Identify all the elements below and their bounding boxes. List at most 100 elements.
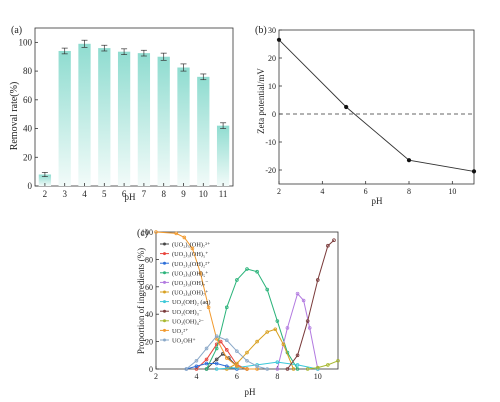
panel-c-data-point [255, 269, 259, 274]
panel-c-data-point [190, 246, 195, 251]
panel-c-data-point [224, 338, 229, 343]
panel-c-series-line [186, 335, 268, 370]
panel-c-legend-label: UO₂(OH)₂ (aq) [172, 299, 211, 306]
panel-c-data-point [332, 238, 336, 243]
panel-c-series-line [206, 268, 298, 370]
panel-c-data-point [184, 367, 189, 371]
panel-c-legend-marker [163, 280, 166, 284]
panel-c-data-point [265, 287, 270, 292]
panel-c-data-point [281, 342, 286, 347]
panel-c-series-line [276, 293, 319, 370]
panel-c-label: (c) [137, 228, 148, 239]
panel-b-xtick-label: 8 [407, 187, 411, 196]
panel-c-data-point [305, 367, 310, 371]
panel-c-series-line [307, 360, 339, 370]
panel-c-data-point [214, 346, 219, 351]
panel-c-ytick-label: 60 [145, 283, 153, 292]
panel-c-data-point [206, 305, 211, 310]
panel-c-data-point [224, 348, 229, 352]
panel-a-xtick-label: 5 [102, 189, 107, 199]
panel-c-ytick-label: 100 [141, 228, 153, 237]
panel-c-series-line [226, 328, 294, 370]
panel-c-data-point [224, 305, 229, 310]
panel-c-ylabel: Proportion of ingredients (%) [136, 248, 146, 354]
panel-b-series-line [278, 39, 475, 172]
panel-a-xtick-label: 3 [62, 189, 67, 199]
panel-a-bar [38, 174, 52, 186]
panel-b-ytick-label: -20 [265, 166, 276, 175]
panel-c-ytick-label: 80 [145, 255, 153, 264]
panel-c-data-point [285, 326, 290, 330]
panel-c-legend-marker [163, 309, 166, 313]
panel-a-bar [177, 67, 190, 186]
panel-b-label: (b) [255, 25, 267, 36]
panel-a-ytick-label: 60 [23, 95, 33, 105]
panel-b-data-point [471, 169, 477, 174]
panel-c-legend-marker [163, 242, 166, 246]
panel-c-legend-label: UO₂OH⁺ [172, 338, 196, 345]
panel-c-legend-label: UO₂(OH)₃⁻ [172, 309, 202, 316]
panel-c-data-point [255, 364, 259, 369]
panel-c-legend-marker [163, 252, 166, 256]
panel-a-bar [216, 125, 230, 186]
panel-c-data-point [315, 365, 320, 370]
panel-b-ytick-label: 10 [268, 82, 276, 91]
panel-b-xtick-label: 2 [277, 187, 281, 196]
panel-c-data-point [285, 367, 290, 371]
panel-c-data-point [326, 363, 330, 367]
panel-c-data-point [315, 278, 320, 282]
panel-c-data-point [275, 319, 280, 323]
panel-c-data-point [235, 278, 239, 282]
panel-c-data-point [198, 271, 203, 275]
panel-a-xlabel: pH [125, 192, 137, 202]
panel-c-data-point [214, 334, 219, 338]
panel-a-ytick-label: 80 [23, 66, 33, 76]
panel-c: (c) Proportion of ingredients (%) pH 020… [136, 228, 340, 397]
panel-c-xtick-label: 10 [314, 372, 322, 381]
panel-b-xtick-label: 10 [448, 187, 456, 196]
panel-a-xtick-label: 4 [82, 189, 87, 199]
panel-c-data-point [204, 357, 209, 362]
panel-c-data-point [224, 356, 229, 360]
panel-a-bar [137, 53, 151, 186]
panel-a-bar [117, 51, 131, 187]
panel-c-data-point [275, 360, 280, 364]
panel-a-ytick-label: 0 [28, 181, 33, 191]
panel-c-data-point [245, 267, 249, 271]
panel-c-data-point [204, 346, 209, 351]
panel-a-bar [157, 56, 170, 187]
panel-b-xtick-label: 4 [320, 187, 324, 196]
panel-c-data-point [336, 358, 340, 363]
panel-a-plot-frame [34, 27, 234, 187]
panel-c-legend-marker [163, 328, 166, 332]
panel-c-data-point [273, 327, 278, 332]
panel-c-legend-marker [163, 300, 166, 304]
panel-c-data-point [326, 243, 330, 248]
panel-c-legend-label: (UO₂)₃(OH)₇⁻ [172, 280, 209, 287]
panel-a-marks: 0 20 40 60 80 100 2 3 4 5 6 7 8 9 10 11 [19, 27, 234, 199]
panel-c-data-point [295, 353, 300, 358]
panel-a-xtick-label: 11 [219, 189, 228, 199]
panel-a-xtick-label: 10 [199, 189, 209, 199]
panel-a-label: (a) [11, 25, 22, 36]
panel-c-marks: 0 20 40 60 80 100 2 4 6 8 10 (UO₂)₃(OH)₇²⁺ (UO₂)₃(OH… [141, 228, 340, 381]
panel-c-data-point [295, 363, 300, 367]
panel-c-ytick-label: 40 [145, 310, 153, 319]
panel-b-plot-frame [278, 29, 475, 185]
panel-c-data-point [224, 367, 229, 371]
panel-c-data-point [305, 319, 310, 323]
panel-a-bar [197, 76, 210, 186]
panel-c-legend-label: (UO₂)₃(OH)₅⁺ [172, 251, 209, 258]
panel-c-data-point [291, 367, 296, 371]
panel-c-data-point [301, 298, 306, 303]
panel-c-data-point [275, 367, 280, 371]
panel-a-bar [98, 48, 111, 186]
panel-c-xlabel: pH [245, 387, 257, 397]
panel-a-bar [78, 43, 91, 186]
panel-c-legend-marker [163, 290, 166, 294]
panel-c-data-point [218, 339, 223, 344]
panel-c-data-point [295, 367, 300, 371]
panel-c-legend-label: UO₂²⁺ [172, 328, 189, 335]
panel-c-legend-label: (UO₂)₃(OH)₅⁺ [172, 270, 209, 277]
